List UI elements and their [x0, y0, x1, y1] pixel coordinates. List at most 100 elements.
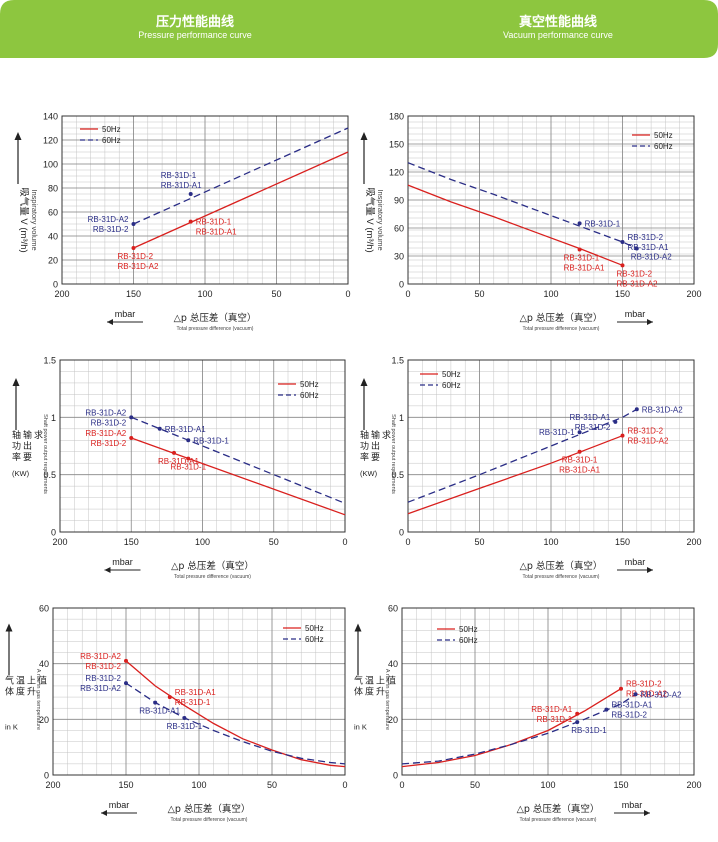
y-tick-label: 40: [39, 659, 49, 669]
y-tick-label: 0: [399, 528, 404, 538]
point-label: RB-31D-A1: [165, 425, 206, 434]
x-axis-label-cn: △p 总压差（真空）: [520, 560, 603, 572]
y-tick-label: 20: [39, 715, 49, 725]
x-axis-label-en: Total pressure difference (vacuum): [523, 326, 600, 332]
x-axis-caption: △p 总压差（真空） Total pressure difference (vac…: [520, 557, 653, 580]
y-axis-label-cn-char: 求: [382, 429, 391, 441]
y-axis-label-cn-char: 率: [12, 451, 21, 463]
y-axis-label-unit: in K: [354, 723, 367, 732]
point-label: RB-31D-1: [537, 715, 573, 724]
x-tick-label: 150: [615, 289, 630, 299]
y-tick-label: 0: [53, 280, 58, 290]
y-tick-label: 40: [48, 232, 58, 242]
series-line-50Hz: [131, 437, 346, 516]
point-label: RB-31D-A1: [559, 466, 600, 475]
series-line-60Hz: [131, 416, 346, 504]
point-label: RB-31D-1: [571, 726, 607, 735]
x-tick-label: 0: [342, 537, 347, 547]
mbar-label: mbar: [109, 800, 130, 810]
header-banner: 压力性能曲线 Pressure performance curve 真空性能曲线…: [0, 0, 718, 58]
data-point: [131, 222, 136, 226]
series-line-60Hz: [133, 127, 349, 225]
x-axis-label-cn: △p 总压差（真空）: [168, 803, 251, 815]
y-axis-label-cn-char: 气: [354, 675, 363, 687]
x-tick-label: 0: [399, 780, 404, 790]
x-tick-label: 100: [195, 537, 210, 547]
legend: 50Hz 60Hz: [283, 624, 324, 644]
data-point: [186, 456, 191, 461]
y-axis-label-cn-char: 上: [376, 676, 385, 687]
point-label: RB-31D-A2: [118, 262, 159, 271]
y-axis-label-cn-char: 体: [5, 686, 14, 698]
point-label: RB-31D-2: [118, 252, 154, 261]
x-tick-label: 150: [126, 289, 141, 299]
legend: 50Hz 60Hz: [632, 131, 673, 151]
x-axis-caption: △p 总压差（真空） Total pressure difference (vac…: [104, 557, 254, 580]
point-label: RB-31D-2: [85, 674, 121, 683]
y-axis-label-cn-char: 值: [38, 675, 47, 687]
legend-label-50hz: 50Hz: [459, 625, 478, 634]
plot-frame: [61, 115, 349, 285]
y-axis-arrowhead: [12, 378, 20, 386]
y-axis-label-en: A rise in gas temperature: [35, 669, 41, 730]
point-label: RB-31D-2: [617, 269, 653, 278]
legend-label-50hz: 50Hz: [305, 624, 324, 633]
mbar-label: mbar: [115, 309, 136, 319]
x-tick-label: 150: [118, 780, 133, 790]
y-axis-label-cn-char: 上: [27, 676, 36, 687]
y-axis-label-unit: (KW): [12, 469, 30, 478]
series-line-50Hz: [133, 151, 349, 249]
x-tick-label: 150: [615, 537, 630, 547]
point-label: RB-31D-1: [564, 253, 600, 262]
legend-label-60hz: 60Hz: [102, 136, 121, 145]
data-point: [575, 711, 580, 716]
x-axis-label-cn: △p 总压差（真空）: [171, 560, 254, 572]
legend-label-50hz: 50Hz: [300, 380, 319, 389]
y-axis-label-cn-char: 功: [12, 441, 21, 452]
mbar-arrowhead: [107, 319, 113, 325]
data-point: [577, 221, 582, 226]
legend: 50Hz 60Hz: [80, 125, 121, 145]
data-point: [577, 449, 582, 454]
y-tick-label: 60: [394, 224, 404, 234]
data-point: [604, 707, 609, 712]
point-label: RB-31D-A2: [80, 652, 121, 661]
data-point: [129, 415, 134, 420]
x-tick-label: 50: [271, 289, 281, 299]
y-tick-label: 60: [388, 604, 398, 614]
series-line-50Hz: [407, 435, 623, 515]
legend: 50Hz 60Hz: [420, 370, 461, 390]
point-label: RB-31D-A2: [628, 437, 669, 446]
point-label: RB-31D-2: [91, 418, 127, 427]
y-axis-label-cn-char: 轴: [12, 429, 21, 441]
y-axis-label-cn-unit: 吸气量 V (m³/h): [364, 187, 376, 252]
data-point: [620, 263, 625, 268]
y-axis-label-unit: in K: [5, 723, 18, 732]
point-label: RB-31D-A2: [617, 279, 658, 288]
x-tick-label: 100: [543, 537, 558, 547]
series-line-60Hz: [125, 682, 346, 765]
mbar-arrowhead: [647, 567, 653, 573]
y-tick-label: 60: [39, 604, 49, 614]
y-axis-label-cn-char: 要: [23, 452, 32, 463]
plot-frame: [59, 359, 346, 533]
y-tick-label: 1: [51, 413, 56, 423]
point-label: RB-31D-1: [161, 171, 197, 180]
x-axis-label-en: Total pressure difference (vacuum): [523, 574, 600, 580]
y-axis-label-cn-char: 值: [387, 675, 396, 687]
x-tick-label: 50: [474, 289, 484, 299]
x-tick-label: 100: [197, 289, 212, 299]
y-tick-label: 140: [43, 112, 58, 122]
data-point: [129, 435, 134, 440]
y-tick-label: 20: [48, 256, 58, 266]
data-point: [577, 430, 582, 435]
x-tick-label: 150: [613, 780, 628, 790]
point-label: RB-31D-1: [175, 698, 211, 707]
y-axis-arrowhead: [354, 623, 362, 632]
x-axis-label-en: Total pressure difference (vacuum): [171, 817, 248, 823]
data-point: [634, 407, 639, 412]
y-axis-arrowhead: [14, 132, 22, 140]
